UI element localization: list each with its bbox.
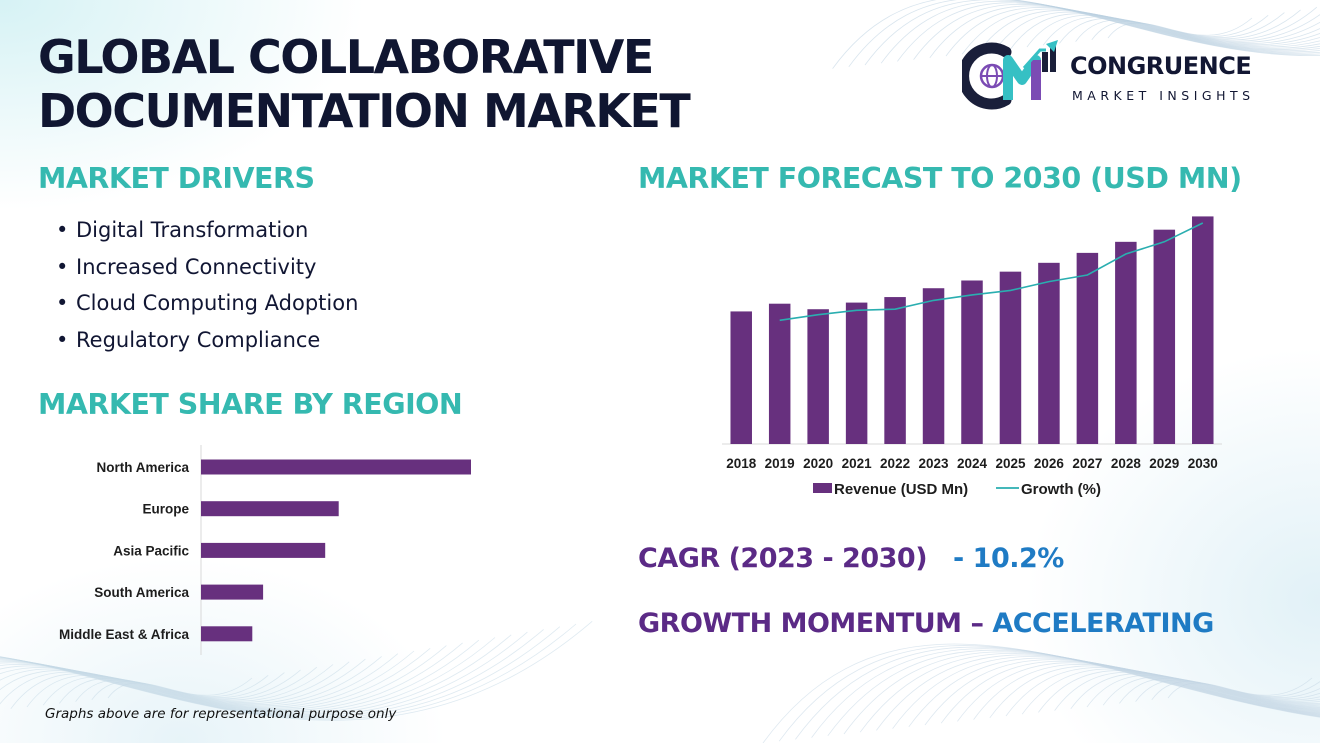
logo-mark-icon	[958, 40, 1058, 110]
growth-momentum-value: ACCELERATING	[992, 608, 1214, 639]
cagr-label: CAGR (2023 - 2030)	[638, 543, 928, 574]
bullet-icon: •	[56, 254, 69, 279]
list-item: • Regulatory Compliance	[56, 322, 358, 359]
driver-label: Increased Connectivity	[76, 254, 317, 279]
market-drivers-heading: MARKET DRIVERS	[38, 162, 315, 195]
list-item: • Digital Transformation	[56, 212, 358, 249]
market-drivers-list: • Digital Transformation • Increased Conne…	[56, 212, 358, 358]
bullet-icon: •	[56, 218, 69, 242]
footnote: Graphs above are for representational pu…	[45, 706, 397, 722]
cagr-value: - 10.2%	[953, 543, 1064, 574]
wave-line	[940, 660, 1320, 724]
list-item: • Cloud Computing Adoption	[56, 285, 358, 322]
driver-label: Regulatory Compliance	[76, 327, 321, 352]
logo-tagline: MARKET INSIGHTS	[1072, 88, 1255, 103]
bullet-icon: •	[56, 327, 69, 352]
logo-brand-name: CONGRUENCE	[1070, 52, 1252, 80]
wave-line	[0, 656, 382, 706]
wave-line	[0, 620, 593, 721]
wave-line	[957, 662, 1320, 722]
bullet-icon: •	[56, 291, 69, 315]
driver-label: Cloud Computing Adoption	[76, 291, 359, 315]
driver-label: Digital Transformation	[76, 218, 309, 242]
wave-line	[1107, 17, 1253, 39]
company-logo: CONGRUENCE MARKET INSIGHTS	[958, 38, 1292, 110]
cagr-stat: CAGR (2023 - 2030) - 10.2%	[638, 543, 1064, 574]
market-share-heading: MARKET SHARE BY REGION	[38, 388, 463, 421]
wave-line	[107, 677, 253, 699]
list-item: • Increased Connectivity	[56, 249, 358, 286]
market-forecast-heading: MARKET FORECAST TO 2030 (USD MN)	[638, 162, 1242, 195]
growth-momentum-label: GROWTH MOMENTUM –	[638, 608, 993, 639]
page-title: GLOBAL COLLABORATIVE DOCUMENTATION MARKE…	[38, 30, 798, 138]
page-title-line-1: GLOBAL COLLABORATIVE	[38, 30, 654, 84]
page-title-line-2: DOCUMENTATION MARKET	[38, 84, 691, 138]
wave-line	[762, 643, 1320, 743]
growth-momentum-stat: GROWTH MOMENTUM – ACCELERATING	[638, 608, 1214, 639]
wave-line	[832, 0, 1320, 69]
